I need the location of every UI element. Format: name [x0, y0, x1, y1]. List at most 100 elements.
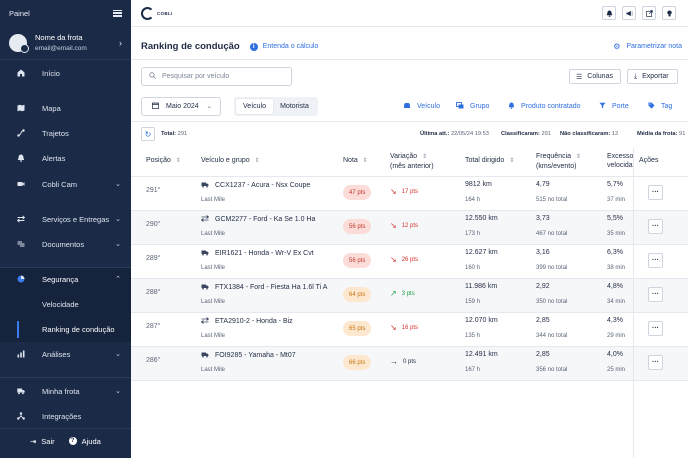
col-header-distance[interactable]: Total dirigido ⇕: [465, 157, 515, 164]
table-row[interactable]: 289° EIR1621 - Honda - Wr-V Ex Cvt Last Mi…: [131, 245, 688, 279]
download-icon: ⤓: [634, 72, 638, 80]
sidebar-item-cobli-cam[interactable]: Cobli Cam ⌄: [0, 177, 131, 191]
trend-down-icon: ↘: [390, 255, 397, 264]
col-header-vehicle[interactable]: Veículo e grupo ⇕: [201, 157, 260, 164]
position-cell: 286°: [146, 357, 161, 364]
sidebar-item-seguranca[interactable]: Segurança ⌃: [0, 272, 131, 286]
sidebar: Painel Nome da frota email@email.com › I…: [0, 0, 131, 458]
filter-group[interactable]: Grupo: [456, 102, 489, 111]
distance-cell: 12.627 km: [465, 249, 498, 256]
vehicle-cell[interactable]: ETA2910-2 - Honda - Biz: [200, 317, 293, 326]
sidebar-item-minha-frota[interactable]: Minha frota ⌄: [0, 384, 131, 398]
announcements-icon[interactable]: [622, 6, 636, 20]
sidebar-item-label: Integrações: [42, 411, 82, 421]
fleet-selector[interactable]: Nome da frota email@email.com ›: [0, 26, 131, 60]
tag-icon: [648, 102, 655, 111]
sidebar-item-inicio[interactable]: Início: [0, 66, 131, 80]
export-button[interactable]: ⤓ Exportar: [627, 69, 678, 84]
parametrize-score-button[interactable]: ⚙ Parametrizar nota: [613, 42, 682, 51]
sidebar-item-servicos[interactable]: Serviços e Entregas ⌄: [0, 212, 131, 226]
vehicle-cell[interactable]: CCX1237 - Acura - Nsx Coupe: [201, 181, 310, 190]
lightbulb-icon[interactable]: [662, 6, 676, 20]
hours-cell: 164 h: [465, 197, 481, 203]
search-placeholder: Pesquisar por veículo: [162, 73, 230, 80]
sidebar-item-label: Serviços e Entregas: [42, 214, 110, 224]
variation-cell: ↘ 26 pts: [390, 255, 418, 264]
group-cell: Last Mile: [201, 197, 226, 203]
cobli-logo[interactable]: COBLI: [141, 6, 173, 20]
filter-tag[interactable]: Tag: [648, 102, 672, 111]
frequency-cell: 2,85: [536, 351, 550, 358]
month-picker[interactable]: Maio 2024 ⌄: [141, 97, 221, 116]
vehicle-cell[interactable]: GCM2277 - Ford - Ka Se 1.0 Ha: [200, 215, 315, 224]
col-header-score[interactable]: Nota ⇕: [343, 157, 368, 164]
filter-vehicle[interactable]: Veículo: [403, 102, 440, 111]
menu-icon[interactable]: [113, 9, 122, 17]
vehicle-cell[interactable]: FTX1384 - Ford - Fiesta Ha 1.6l Ti A: [201, 283, 327, 292]
col-header-variation[interactable]: Variação ⇕ (mês anterior): [390, 153, 434, 170]
distance-cell: 12.550 km: [465, 215, 498, 222]
logout-link[interactable]: Sair: [41, 436, 55, 446]
fleet-email: email@email.com: [35, 45, 87, 52]
sidebar-item-mapa[interactable]: Mapa: [0, 101, 131, 115]
position-cell: 287°: [146, 323, 161, 330]
divider: [131, 121, 688, 122]
filter-label: Veículo: [417, 103, 440, 110]
table-row[interactable]: 291° CCX1237 - Acura - Nsx Coupe Last Mile…: [131, 177, 688, 211]
sidebar-item-documentos[interactable]: Documentos ⌄: [0, 237, 131, 251]
filter-product[interactable]: Produto contratado: [508, 102, 581, 111]
distance-cell: 11.986 km: [465, 283, 498, 290]
table-row[interactable]: 290° GCM2277 - Ford - Ka Se 1.0 Ha Last Mi…: [131, 211, 688, 245]
row-actions-button[interactable]: ···: [648, 253, 663, 268]
frequency-cell: 4,79: [536, 181, 550, 188]
table-row[interactable]: 286° FOI9285 - Yamaha - Mt07 Last Mile 66 p…: [131, 347, 688, 381]
notifications-icon[interactable]: [602, 6, 616, 20]
gear-icon: ⚙: [613, 42, 621, 51]
calc-info-link[interactable]: i Entenda o cálculo: [249, 42, 318, 51]
toggle-vehicle[interactable]: Veículo: [236, 99, 273, 114]
vehicle-cell[interactable]: FOI9285 - Yamaha - Mt07: [201, 351, 296, 360]
fleet-name: Nome da frota: [35, 33, 83, 42]
hours-cell: 135 h: [465, 333, 481, 339]
events-cell: 344 no total: [536, 333, 568, 339]
shield-icon: [17, 275, 25, 283]
refresh-icon[interactable]: ↻: [141, 127, 155, 141]
services-icon: [17, 215, 25, 223]
table-row[interactable]: 287° ETA2910-2 - Honda - Biz Last Mile 65 p…: [131, 313, 688, 347]
sidebar-item-alertas[interactable]: Alertas: [0, 151, 131, 165]
chevron-right-icon: ›: [119, 37, 122, 48]
col-header-position[interactable]: Posição ⇕: [146, 157, 181, 164]
distance-cell: 9812 km: [465, 181, 492, 188]
row-actions-button[interactable]: ···: [648, 321, 663, 336]
col-header-speed-excess[interactable]: Excesso velocida: [607, 153, 634, 169]
sidebar-item-trajetos[interactable]: Trajetos: [0, 126, 131, 140]
sidebar-item-label: Segurança: [42, 274, 79, 284]
row-actions-button[interactable]: ···: [648, 219, 663, 234]
sidebar-item-label: Alertas: [42, 153, 66, 163]
row-actions-button[interactable]: ···: [648, 355, 663, 370]
sidebar-subitem-velocidade[interactable]: Velocidade: [42, 300, 79, 309]
sidebar-item-analises[interactable]: Análises ⌄: [0, 347, 131, 361]
frequency-cell: 2,92: [536, 283, 550, 290]
hours-cell: 159 h: [465, 299, 481, 305]
sidebar-subitem-ranking[interactable]: Ranking de condução: [42, 325, 115, 334]
speed-excess-cell: 4,3%: [607, 317, 623, 324]
row-actions-button[interactable]: ···: [648, 185, 663, 200]
external-link-icon[interactable]: [642, 6, 656, 20]
table-row[interactable]: 288° FTX1384 - Ford - Fiesta Ha 1.6l Ti A…: [131, 279, 688, 313]
col-header-frequency[interactable]: Frequência ⇕ (kms/evento): [536, 153, 582, 170]
sidebar-item-label: Cobli Cam: [42, 179, 78, 189]
filter-size[interactable]: Porte: [599, 102, 629, 111]
sidebar-item-integracoes[interactable]: Integrações: [0, 409, 131, 423]
help-link[interactable]: Ajuda: [81, 436, 101, 446]
toggle-driver[interactable]: Motorista: [280, 103, 309, 110]
info-icon: i: [249, 42, 258, 51]
search-input[interactable]: Pesquisar por veículo: [141, 67, 292, 86]
speed-excess-time-cell: 25 min: [607, 367, 626, 373]
vehicle-cell[interactable]: EIR1621 - Honda - Wr-V Ex Cvt: [201, 249, 314, 258]
variation-value: 12 pts: [401, 222, 419, 229]
variation-cell: ↘ 17 pts: [390, 187, 418, 196]
row-actions-button[interactable]: ···: [648, 287, 663, 302]
columns-button[interactable]: ☰ Colunas: [569, 69, 621, 84]
